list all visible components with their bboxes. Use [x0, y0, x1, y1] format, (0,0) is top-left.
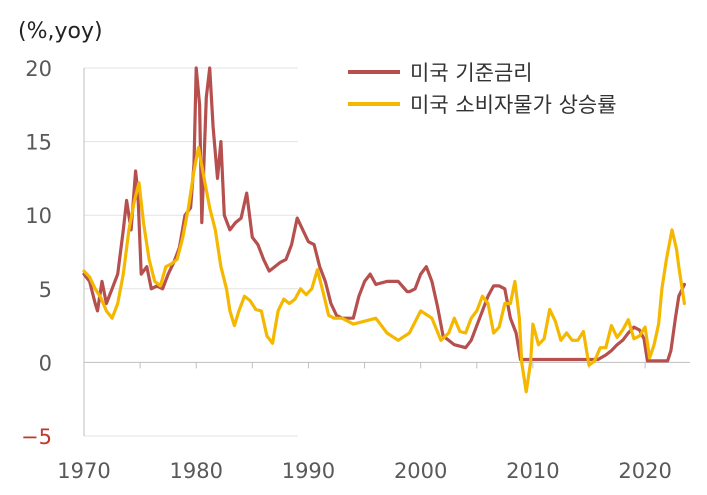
series-lines: [82, 66, 686, 394]
series-line-1: [82, 66, 686, 363]
y-tick-label: −5: [21, 425, 52, 449]
grid-lines: [84, 67, 298, 437]
y-tick-label: 5: [39, 278, 52, 302]
x-tick-label: 2000: [394, 459, 447, 483]
unit-label: (%,yoy): [18, 19, 103, 44]
y-tick-label: 0: [39, 351, 52, 375]
x-tick-label: 1970: [57, 459, 110, 483]
legend-label-2: 미국 소비자물가 상승률: [410, 93, 617, 117]
axes: [83, 68, 690, 436]
legend-label-1: 미국 기준금리: [410, 61, 533, 85]
x-tick-label: 1990: [282, 459, 335, 483]
x-tick-labels: 1970 1980 1990 2000 2010 2020: [57, 459, 672, 483]
y-tick-labels: 20 15 10 5 0 −5: [21, 57, 52, 449]
x-tick-label: 2010: [506, 459, 559, 483]
y-tick-label: 15: [25, 131, 52, 155]
x-tick-label: 1980: [169, 459, 222, 483]
y-tick-label: 10: [25, 204, 52, 228]
y-tick-label: 20: [25, 57, 52, 81]
x-tick-label: 2020: [618, 459, 671, 483]
series-line-2: [82, 145, 686, 394]
